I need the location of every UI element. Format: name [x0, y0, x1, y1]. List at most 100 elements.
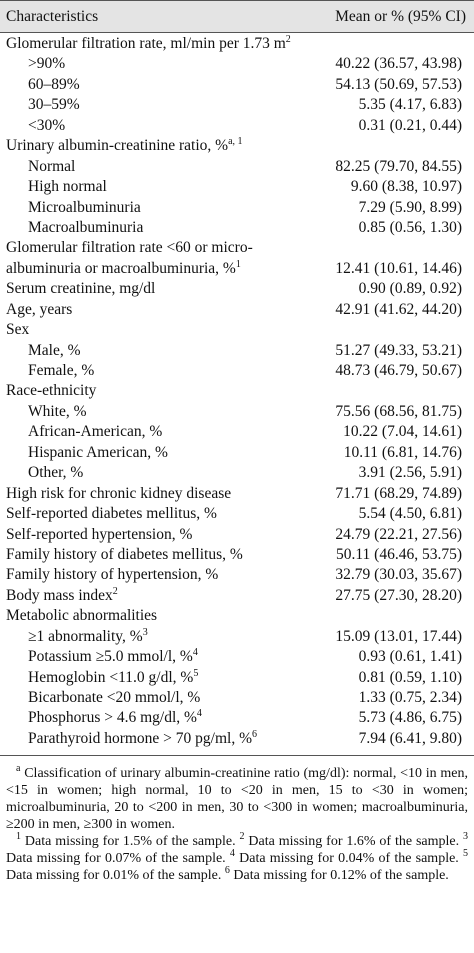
- row-label: Self-reported diabetes mellitus, %: [6, 504, 217, 524]
- row-label: Other, %: [28, 463, 83, 483]
- row-label: Hispanic American, %: [28, 443, 168, 463]
- footnote-mark: 3: [463, 831, 469, 843]
- row-label: Sex: [6, 320, 29, 340]
- table-row: Normal 82.25 (79.70, 84.55): [0, 157, 474, 177]
- row-label: Body mass index2: [6, 586, 118, 606]
- label-text: Bicarbonate <20 mmol/l, %: [28, 689, 201, 706]
- row-label: Race-ethnicity: [6, 381, 96, 401]
- table-row: <30% 0.31 (0.21, 0.44): [0, 116, 474, 136]
- label-text: Macroalbuminuria: [28, 218, 144, 236]
- row-label: Family history of diabetes mellitus, %: [6, 545, 243, 565]
- row-label: Macroalbuminuria: [28, 218, 143, 238]
- table-row: Potassium ≥5.0 mmol/l, %4 0.93 (0.61, 1.4…: [0, 647, 474, 667]
- header-cell: Mean or % (95% CI): [335, 7, 466, 25]
- table-row: Phosphorus > 4.6 mg/dl, %4 5.73 (4.86, 6.…: [0, 708, 474, 728]
- table-row: Microalbuminuria 7.29 (5.90, 8.99): [0, 198, 474, 218]
- table-row: Hispanic American, % 10.11 (6.81, 14.76): [0, 443, 474, 463]
- table-row: Serum creatinine, mg/dl 0.90 (0.89, 0.92): [0, 279, 474, 299]
- row-value: 48.73 (46.79, 50.67): [335, 362, 462, 379]
- row-value: 5.35 (4.17, 6.83): [358, 96, 462, 114]
- label-text: Male, %: [28, 341, 81, 359]
- footnote-ref: 6: [252, 728, 257, 740]
- row-label: ≥1 abnormality, %3: [28, 627, 148, 647]
- footnote: 3 Data missing for 0.07% of the sample.: [6, 831, 469, 867]
- label-text: Other, %: [28, 464, 84, 482]
- row-value: 54.13 (50.69, 57.53): [335, 75, 462, 93]
- footnote-ref: 4: [192, 647, 198, 659]
- row-label: High normal: [28, 177, 107, 197]
- table-row: Family history of diabetes mellitus, % 50…: [0, 545, 474, 565]
- row-label: Family history of hypertension, %: [6, 565, 218, 585]
- footnote-ref: 1: [235, 258, 241, 270]
- label-text: White, %: [28, 402, 87, 420]
- table-row: 60–89% 54.13 (50.69, 57.53): [0, 75, 474, 95]
- table-row: Glomerular filtration rate, ml/min per 1…: [0, 34, 474, 54]
- table-row: ≥1 abnormality, %3 15.09 (13.01, 17.44): [0, 627, 474, 647]
- footnote-mark: 2: [239, 831, 245, 843]
- row-value: 40.22 (36.57, 43.98): [335, 55, 462, 73]
- table-body: Glomerular filtration rate, ml/min per 1…: [0, 33, 474, 757]
- row-value: 0.31 (0.21, 0.44): [358, 116, 462, 134]
- row-label: High risk for chronic kidney disease: [6, 484, 231, 504]
- label-text: Metabolic abnormalities: [6, 607, 158, 625]
- table-row: Sex: [0, 320, 474, 340]
- row-label: Potassium ≥5.0 mmol/l, %4: [28, 647, 198, 667]
- table-row: Macroalbuminuria 0.85 (0.56, 1.30): [0, 218, 474, 238]
- footnote-text: Data missing for 0.07% of the sample.: [6, 851, 226, 867]
- table-row: Hemoglobin <11.0 g/dl, %5 0.81 (0.59, 1.1…: [0, 668, 474, 688]
- row-value: 15.09 (13.01, 17.44): [335, 627, 462, 645]
- row-value: 50.11 (46.46, 53.75): [336, 545, 462, 563]
- row-value: 0.85 (0.56, 1.30): [358, 218, 462, 236]
- footnote: 4 Data missing for 0.04% of the sample.: [229, 848, 459, 867]
- label-text: 30–59%: [28, 96, 80, 114]
- label-text: Microalbuminuria: [28, 198, 141, 216]
- row-value: 10.11 (6.81, 14.76): [343, 443, 462, 461]
- row-value: 51.27 (49.33, 53.21): [335, 341, 462, 359]
- footnote: 2 Data missing for 1.6% of the sample.: [239, 831, 460, 850]
- row-label: African-American, %: [28, 422, 162, 442]
- row-value: 42.91 (41.62, 44.20): [335, 300, 462, 318]
- label-text: Urinary albumin-creatinine ratio, %: [6, 137, 229, 155]
- row-value: 27.75 (27.30, 28.20): [335, 586, 462, 604]
- footnote: a Classification of urinary albumin-crea…: [6, 764, 468, 833]
- row-value: 1.33 (0.75, 2.34): [358, 689, 462, 706]
- footnote-text: Data missing for 0.12% of the sample.: [233, 868, 449, 884]
- label-text: Phosphorus > 4.6 mg/dl, %: [28, 709, 197, 727]
- row-value: 32.79 (30.03, 35.67): [335, 566, 462, 584]
- footnote-mark: 1: [16, 831, 21, 843]
- label-text: albuminuria or macroalbuminuria, %: [6, 259, 236, 277]
- label-text: Serum creatinine, mg/dl: [6, 280, 156, 298]
- row-label: 30–59%: [28, 95, 80, 115]
- label-text: >90%: [28, 55, 66, 73]
- header-cell: Characteristics: [6, 7, 99, 25]
- row-value: 5.73 (4.86, 6.75): [358, 709, 462, 727]
- row-label: Serum creatinine, mg/dl: [6, 279, 155, 299]
- table-row: Body mass index2 27.75 (27.30, 28.20): [0, 586, 474, 606]
- footnote-mark: 4: [229, 848, 235, 860]
- row-value: 7.94 (6.41, 9.80): [358, 729, 462, 747]
- footnote: 5 Data missing for 0.01% of the sample.: [6, 849, 468, 884]
- table-row: Urinary albumin-creatinine ratio, %a, 1: [0, 136, 474, 156]
- row-label: albuminuria or macroalbuminuria, %1: [6, 259, 241, 279]
- footnote-text: Data missing for 1.6% of the sample.: [248, 834, 460, 850]
- label-text: Hispanic American, %: [28, 443, 168, 461]
- row-label: Parathyroid hormone > 70 pg/ml, %6: [28, 729, 257, 749]
- row-label: >90%: [28, 54, 65, 74]
- label-text: Race-ethnicity: [6, 382, 97, 400]
- label-text: Glomerular filtration rate, ml/min per 1…: [6, 35, 286, 52]
- row-value: 9.60 (8.38, 10.97): [350, 178, 462, 196]
- label-text: High risk for chronic kidney disease: [6, 484, 232, 502]
- label-text: Glomerular filtration rate <60 or micro-: [6, 239, 253, 257]
- row-value: 0.81 (0.59, 1.10): [358, 668, 462, 686]
- row-value: 3.91 (2.56, 5.91): [358, 464, 462, 482]
- label-text: Age, years: [6, 300, 73, 318]
- row-value: 10.22 (7.04, 14.61): [343, 423, 462, 441]
- row-value: 71.71 (68.29, 74.89): [335, 484, 462, 502]
- row-label: Glomerular filtration rate, ml/min per 1…: [6, 34, 291, 54]
- label-text: 60–89%: [28, 75, 80, 93]
- label-text: Family history of diabetes mellitus, %: [6, 545, 243, 563]
- label-text: Family history of hypertension, %: [6, 566, 219, 584]
- footnote-ref: 3: [142, 626, 148, 638]
- label-text: Hemoglobin <11.0 g/dl, %: [28, 668, 194, 686]
- table-row: High normal 9.60 (8.38, 10.97): [0, 177, 474, 197]
